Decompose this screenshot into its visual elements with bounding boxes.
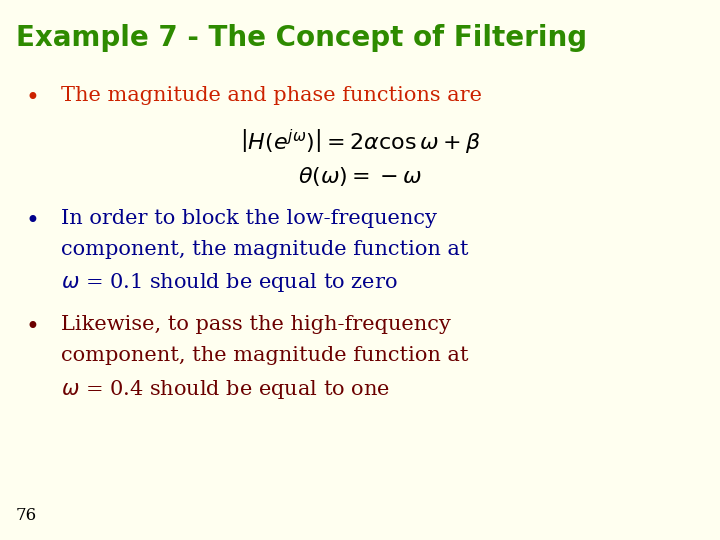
Text: •: • [25,208,39,233]
Text: component, the magnitude function at: component, the magnitude function at [61,346,469,366]
Text: component, the magnitude function at: component, the magnitude function at [61,240,469,259]
Text: Likewise, to pass the high-frequency: Likewise, to pass the high-frequency [61,315,451,334]
Text: $\theta(\omega) = -\omega$: $\theta(\omega) = -\omega$ [298,165,422,188]
Text: $\left|H(e^{j\omega})\right| = 2\alpha\cos\omega + \beta$: $\left|H(e^{j\omega})\right| = 2\alpha\c… [240,127,480,156]
Text: $\omega$ = 0.4 should be equal to one: $\omega$ = 0.4 should be equal to one [61,377,390,401]
Text: The magnitude and phase functions are: The magnitude and phase functions are [61,86,482,105]
Text: In order to block the low-frequency: In order to block the low-frequency [61,208,437,227]
Text: •: • [25,86,39,110]
Text: $\omega$ = 0.1 should be equal to zero: $\omega$ = 0.1 should be equal to zero [61,271,398,294]
Text: Example 7 - The Concept of Filtering: Example 7 - The Concept of Filtering [16,24,587,52]
Text: •: • [25,315,39,339]
Text: 76: 76 [16,507,37,524]
